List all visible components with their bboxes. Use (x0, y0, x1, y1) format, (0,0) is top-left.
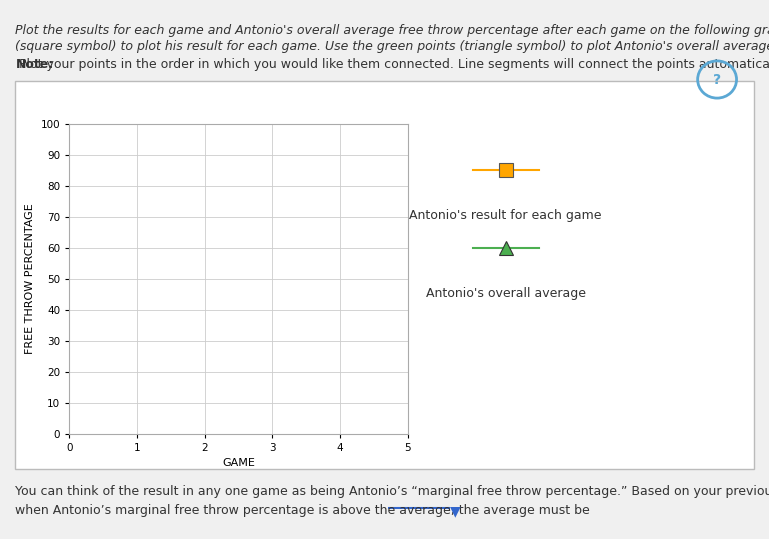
Y-axis label: FREE THROW PERCENTAGE: FREE THROW PERCENTAGE (25, 204, 35, 354)
X-axis label: GAME: GAME (222, 459, 255, 468)
Text: ▼: ▼ (450, 504, 461, 518)
Text: Antonio's overall average: Antonio's overall average (425, 287, 586, 300)
Text: Note:: Note: (15, 58, 54, 71)
Text: Plot the results for each game and Antonio's overall average free throw percenta: Plot the results for each game and Anton… (15, 24, 769, 37)
Text: (square symbol) to plot his result for each game. Use the green points (triangle: (square symbol) to plot his result for e… (15, 40, 769, 53)
Text: You can think of the result in any one game as being Antonio’s “marginal free th: You can think of the result in any one g… (15, 485, 769, 498)
Text: ?: ? (713, 73, 721, 87)
Text: when Antonio’s marginal free throw percentage is above the average, the average : when Antonio’s marginal free throw perce… (15, 504, 590, 517)
Text: Plot your points in the order in which you would like them connected. Line segme: Plot your points in the order in which y… (15, 58, 769, 71)
Text: Antonio's result for each game: Antonio's result for each game (409, 209, 602, 222)
